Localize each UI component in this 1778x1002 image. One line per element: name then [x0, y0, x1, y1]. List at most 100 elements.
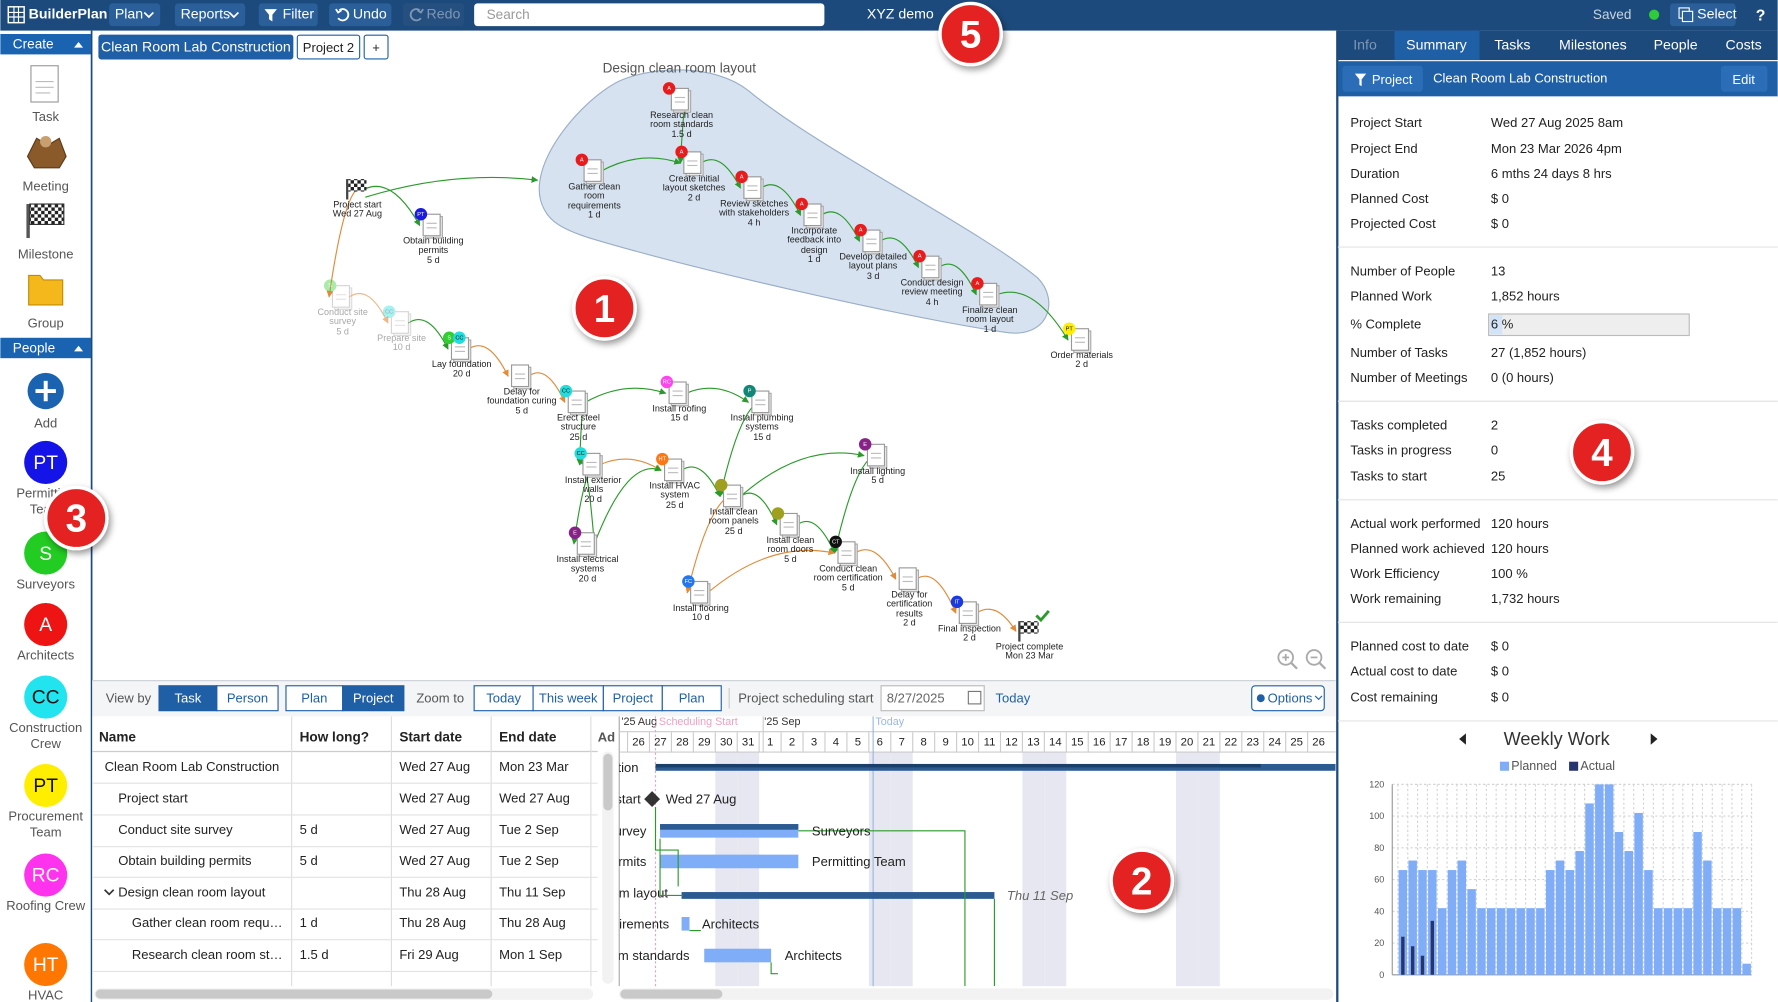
menu-label[interactable]: Plan — [115, 7, 143, 23]
person-avatar[interactable] — [24, 943, 68, 987]
panel-tab[interactable]: Milestones — [1559, 37, 1627, 53]
section-header[interactable] — [0, 34, 92, 55]
segment-button[interactable] — [158, 685, 218, 712]
edit-button[interactable] — [1720, 65, 1768, 92]
create-item[interactable]: Milestone — [18, 246, 74, 261]
date-value[interactable]: 8/27/2025 — [887, 691, 945, 706]
segment-label[interactable]: This week — [539, 691, 598, 706]
tool-label[interactable]: Undo — [353, 7, 387, 23]
panel-tab[interactable]: Info — [1353, 37, 1377, 53]
date-input[interactable] — [880, 685, 985, 712]
segment-label[interactable]: Project — [613, 691, 654, 706]
filter-button[interactable] — [1342, 65, 1423, 92]
segment-label[interactable]: Plan — [679, 691, 705, 706]
options-label[interactable]: Options — [1268, 691, 1313, 706]
document-tab[interactable] — [296, 34, 361, 60]
person-initials[interactable]: A — [39, 615, 52, 636]
person-initials[interactable]: S — [39, 544, 52, 565]
tool-button[interactable] — [258, 3, 318, 27]
edit-label[interactable]: Edit — [1732, 72, 1755, 87]
zoom-in[interactable] — [1277, 649, 1294, 666]
person-initials[interactable]: PT — [33, 776, 58, 797]
create-item[interactable]: Task — [32, 109, 59, 124]
options-button[interactable] — [1251, 685, 1325, 712]
panel-tab[interactable]: Costs — [1726, 37, 1762, 53]
segment-label[interactable]: Project — [353, 691, 394, 706]
menu-button[interactable] — [174, 3, 246, 27]
zoom-out[interactable] — [1305, 649, 1323, 666]
task-icon[interactable] — [30, 65, 59, 103]
person-initials[interactable]: HT — [33, 955, 59, 976]
create-item[interactable]: Group — [28, 316, 64, 331]
segment-label[interactable]: Plan — [301, 691, 327, 706]
section-title[interactable]: Create — [13, 37, 54, 52]
person-initials[interactable]: PT — [33, 453, 58, 474]
person-avatar[interactable] — [24, 603, 68, 647]
segment-button[interactable] — [473, 685, 534, 712]
person-avatar[interactable] — [24, 675, 68, 719]
filter-label[interactable]: Project — [1372, 72, 1413, 87]
panel-tab[interactable]: Summary — [1406, 37, 1467, 53]
tab-label[interactable]: Clean Room Lab Construction — [101, 40, 291, 56]
menu-label[interactable]: Reports — [181, 7, 231, 23]
section-title[interactable]: People — [13, 340, 55, 355]
today-link[interactable]: Today — [996, 691, 1031, 706]
segment-button[interactable] — [342, 685, 405, 712]
select-label[interactable]: Select — [1697, 7, 1736, 23]
tool-label[interactable]: Filter — [283, 7, 315, 23]
tab-label[interactable]: Project 2 — [303, 40, 354, 55]
search-placeholder[interactable]: Search — [487, 7, 530, 22]
panel-tab[interactable]: People — [1654, 37, 1698, 53]
add-label[interactable]: Add — [34, 415, 57, 430]
panel-tab[interactable]: Tasks — [1494, 37, 1530, 53]
segment-label[interactable]: Person — [227, 691, 268, 706]
person-avatar[interactable] — [24, 763, 68, 808]
help-button[interactable]: ? — [1756, 7, 1766, 24]
person-initials[interactable]: RC — [32, 866, 60, 887]
segment-label[interactable]: Task — [175, 691, 202, 706]
menu-button[interactable] — [109, 3, 161, 27]
segment-label[interactable]: Today — [486, 691, 521, 706]
document-tab[interactable] — [98, 34, 294, 60]
percent-input[interactable] — [1488, 313, 1690, 337]
search-box[interactable] — [474, 3, 825, 27]
create-item[interactable]: Meeting — [23, 178, 69, 193]
section-header[interactable] — [0, 337, 92, 359]
tab-label[interactable]: + — [372, 40, 380, 55]
person-initials[interactable]: CC — [32, 688, 60, 709]
person-avatar[interactable] — [24, 440, 68, 484]
segment-button[interactable] — [661, 685, 722, 712]
segment-button[interactable] — [216, 685, 279, 712]
document-tab[interactable] — [363, 34, 389, 60]
person-avatar[interactable] — [24, 853, 68, 897]
